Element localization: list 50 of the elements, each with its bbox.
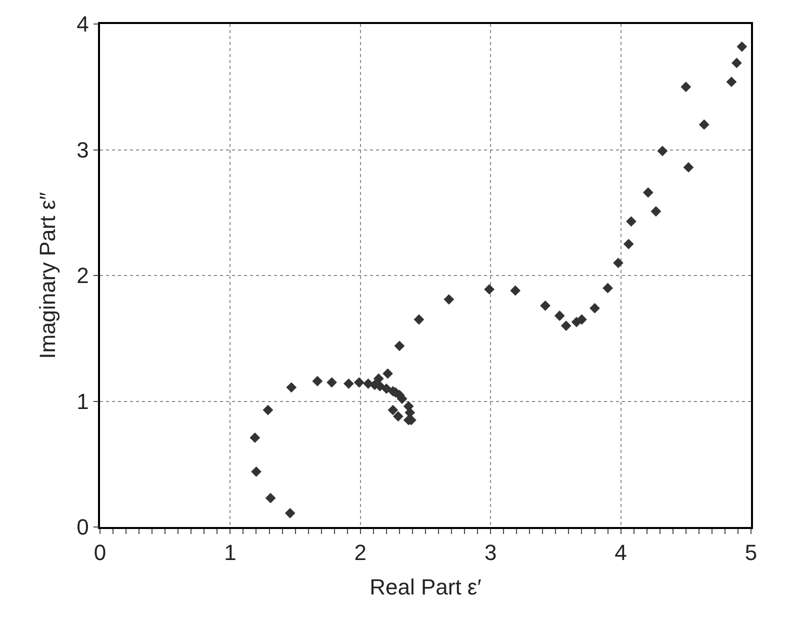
point — [510, 285, 521, 296]
point — [642, 187, 654, 198]
point — [250, 432, 260, 443]
point — [394, 340, 405, 352]
x-tick-label: 1 — [224, 540, 236, 566]
point — [657, 146, 668, 156]
x-tick-label: 2 — [354, 540, 367, 566]
y-tick-label: 4 — [76, 12, 89, 37]
point — [626, 216, 636, 227]
point — [731, 58, 742, 68]
point — [343, 378, 354, 389]
y-tick-label: 2 — [76, 263, 89, 288]
point — [602, 282, 613, 294]
point — [312, 376, 323, 386]
point — [414, 314, 424, 325]
x-tick-label: 4 — [614, 540, 627, 566]
point — [683, 162, 694, 173]
point — [576, 314, 587, 325]
x-tick-label: 5 — [744, 540, 758, 566]
point — [540, 300, 550, 311]
point — [265, 492, 276, 504]
point — [650, 206, 662, 217]
point — [373, 373, 384, 384]
point — [736, 41, 748, 52]
y-axis-title: Imaginary Part ε″ — [34, 192, 60, 359]
point — [726, 76, 737, 88]
y-tick-label: 0 — [76, 514, 89, 540]
x-axis-title: Real Part ε′ — [370, 574, 482, 600]
point — [284, 508, 296, 518]
point — [382, 368, 393, 379]
point — [326, 377, 337, 388]
point — [444, 294, 454, 305]
point — [560, 320, 572, 331]
point — [392, 411, 404, 422]
point — [388, 404, 398, 416]
point — [554, 310, 565, 321]
point — [680, 82, 692, 92]
point — [251, 466, 262, 477]
x-tick-label: 3 — [484, 540, 497, 566]
y-tick-label: 1 — [76, 388, 89, 414]
x-tick-label: 0 — [94, 540, 106, 566]
y-tick-label: 3 — [76, 137, 89, 162]
point — [484, 284, 494, 295]
point — [623, 238, 634, 250]
point — [613, 258, 624, 268]
point — [262, 404, 274, 416]
point — [698, 119, 710, 130]
point — [590, 303, 600, 314]
point — [286, 382, 297, 393]
point — [354, 377, 364, 388]
